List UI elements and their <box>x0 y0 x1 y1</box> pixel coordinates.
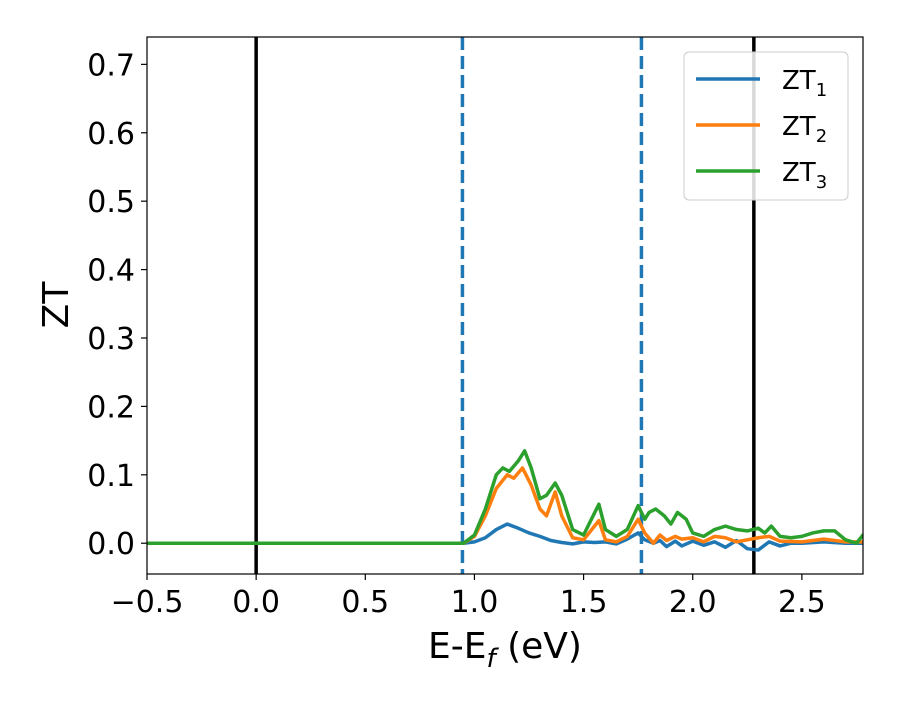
x-tick-label: 1.0 <box>451 585 499 620</box>
x-tick-label: 0.5 <box>341 585 389 620</box>
legend-label-zt1: ZT1 <box>782 66 827 101</box>
legend-label-zt2: ZT2 <box>782 112 827 147</box>
legend-label-zt3: ZT3 <box>782 158 827 193</box>
series-line-zt3 <box>147 449 863 545</box>
x-tick-label: −0.5 <box>111 585 184 620</box>
x-tick-label: 2.5 <box>778 585 826 620</box>
y-tick-label: 0.0 <box>87 527 135 562</box>
x-tick-label: 1.5 <box>560 585 608 620</box>
y-tick-label: 0.3 <box>87 322 135 357</box>
plot-area-frame <box>146 36 864 575</box>
legend: ZT1 ZT2 ZT3 <box>683 51 849 201</box>
y-axis-title: ZT <box>36 281 77 329</box>
y-tick-label: 0.1 <box>87 459 135 494</box>
y-tick-label: 0.5 <box>87 185 135 220</box>
y-tick-label: 0.6 <box>87 117 135 152</box>
x-axis-title: E-Ef (eV) <box>428 626 582 674</box>
series-line-zt1 <box>147 522 863 552</box>
series-line-zt2 <box>147 466 863 545</box>
y-tick-label: 0.7 <box>87 48 135 83</box>
y-tick-label: 0.2 <box>87 390 135 425</box>
legend-box <box>683 51 849 201</box>
x-tick-label: 2.0 <box>669 585 717 620</box>
y-tick-label: 0.4 <box>87 254 135 289</box>
x-tick-label: 0.0 <box>232 585 280 620</box>
